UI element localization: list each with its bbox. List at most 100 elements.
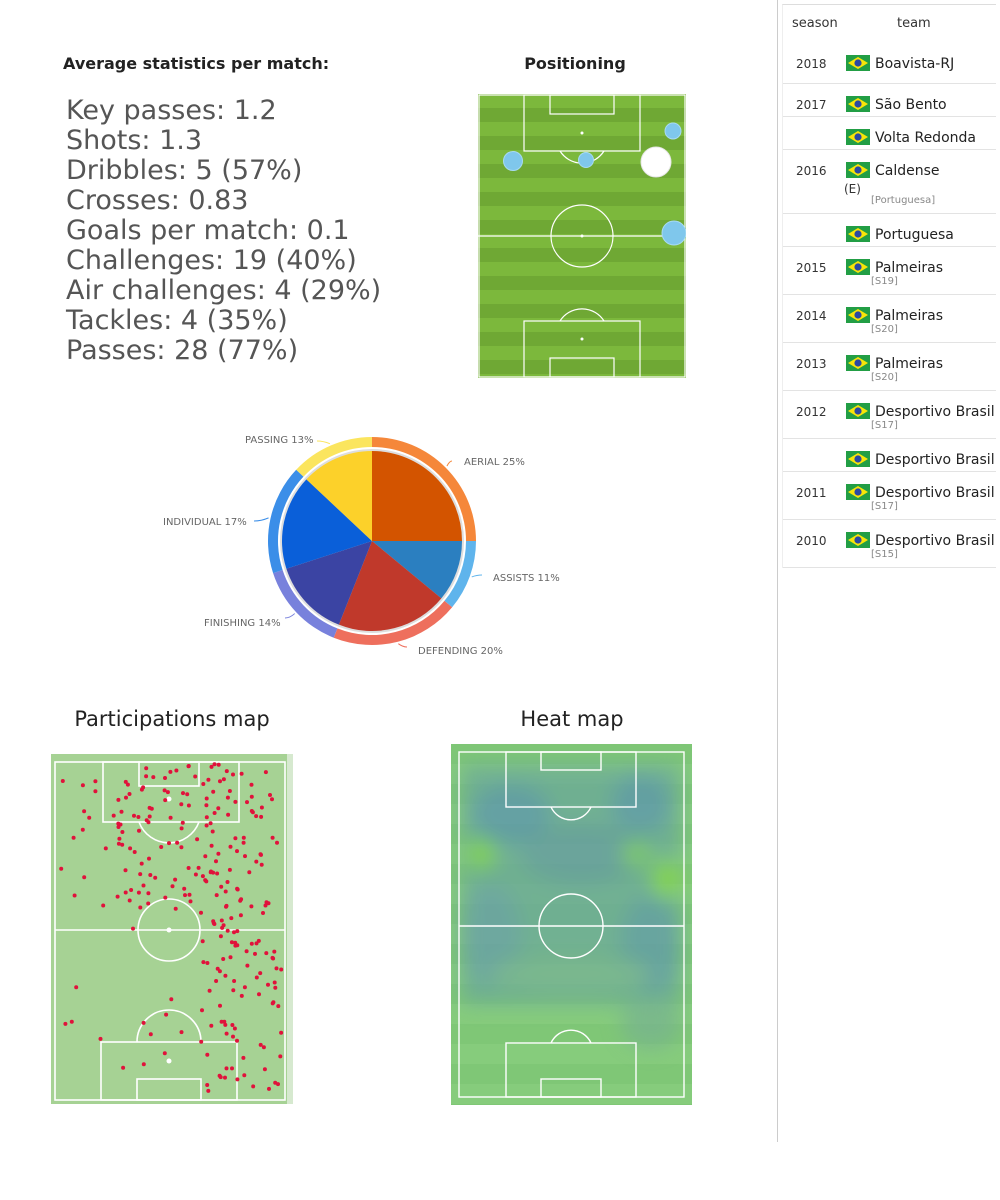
team-link[interactable]: Palmeiras (875, 356, 944, 372)
participation-dot (203, 854, 208, 859)
participation-dot (195, 837, 200, 842)
participation-dot (239, 897, 244, 902)
participation-dot (242, 985, 247, 990)
participation-dot (162, 1051, 167, 1056)
participation-dot (186, 803, 191, 808)
participation-dot (249, 782, 254, 787)
participation-dot (239, 771, 244, 776)
participation-dot (224, 1031, 229, 1036)
participation-dot (179, 845, 184, 850)
participation-dot (103, 846, 108, 851)
pie-label-connector (253, 517, 269, 522)
career-row[interactable]: Volta Redonda (783, 117, 996, 150)
pie-slice[interactable] (286, 541, 372, 625)
participation-dot (215, 871, 220, 876)
team-link[interactable]: Boavista-RJ (875, 56, 955, 72)
participation-dot (196, 865, 201, 870)
team-note: [S20] (871, 372, 898, 383)
career-table: season team 2018 Boavista-RJ 2017 São Bento… (782, 4, 996, 568)
team-link[interactable]: Desportivo Brasil (875, 452, 995, 468)
participation-dot (146, 901, 151, 906)
participation-dot (235, 929, 240, 934)
team-link[interactable]: Volta Redonda (875, 130, 976, 146)
career-row[interactable]: Portuguesa (783, 214, 996, 247)
row-extra: (E) (844, 182, 861, 196)
team-link[interactable]: Desportivo Brasil (875, 485, 995, 501)
participation-dot (115, 894, 120, 899)
participation-dot (120, 830, 125, 834)
pie-slice[interactable] (372, 541, 462, 599)
season-cell: 2010 (796, 534, 827, 548)
career-row[interactable]: 2012 Desportivo Brasil [S17] (783, 391, 996, 439)
participation-dot (221, 777, 226, 782)
career-row[interactable]: 2018 Boavista-RJ (783, 43, 996, 84)
participation-dot (261, 1045, 266, 1050)
participation-dot (219, 1019, 224, 1024)
brazil-flag-icon (846, 451, 870, 467)
participation-dot (180, 820, 185, 825)
participation-dot (72, 893, 77, 898)
participation-dot (186, 866, 191, 870)
pie-slice[interactable] (338, 541, 442, 631)
participation-dot (270, 835, 275, 840)
brazil-flag-icon (846, 403, 870, 419)
team-link[interactable]: Portuguesa (875, 227, 954, 243)
career-row[interactable]: 2016 Caldense (E) [Portuguesa] (783, 150, 996, 214)
pie-slice[interactable] (372, 451, 462, 541)
participation-dot (231, 1034, 235, 1039)
participation-dot (231, 988, 236, 993)
participation-dot (123, 868, 128, 873)
participation-dot (148, 1032, 153, 1037)
participation-dot (168, 769, 173, 774)
participation-dot (174, 768, 179, 773)
career-row[interactable]: Desportivo Brasil (783, 439, 996, 472)
participation-dot (224, 1066, 229, 1071)
participation-dot (181, 791, 185, 796)
season-cell: 2017 (796, 98, 827, 112)
participation-dot (258, 971, 263, 976)
career-row[interactable]: 2010 Desportivo Brasil [S15] (783, 520, 996, 568)
participation-dot (132, 813, 136, 818)
participation-dot (235, 1077, 240, 1082)
participation-dot (131, 926, 135, 931)
career-row[interactable]: 2017 São Bento (783, 84, 996, 117)
participation-dot (219, 884, 224, 889)
team-link[interactable]: Desportivo Brasil (875, 533, 995, 549)
career-row[interactable]: 2013 Palmeiras [S20] (783, 343, 996, 391)
participation-dot (179, 802, 184, 807)
participation-dot (147, 814, 152, 819)
pie-slice[interactable] (306, 451, 372, 541)
participation-dot (120, 842, 125, 847)
team-link[interactable]: Desportivo Brasil (875, 404, 995, 420)
career-row[interactable]: 2011 Desportivo Brasil [S17] (783, 472, 996, 520)
participation-dot (223, 889, 228, 894)
participation-dot (259, 805, 264, 810)
team-link[interactable]: Palmeiras (875, 260, 944, 276)
participation-dot (186, 764, 191, 769)
team-link[interactable]: Caldense (875, 163, 940, 179)
position-marker (664, 122, 682, 140)
participations-title: Participations map (74, 707, 270, 731)
participation-dot (164, 1012, 169, 1017)
participation-dot (229, 940, 234, 945)
participation-dot (211, 919, 216, 924)
team-header: team (897, 16, 931, 31)
participation-dot (141, 1062, 146, 1067)
participation-dot (101, 903, 106, 908)
pie-label: DEFENDING 20% (418, 646, 503, 657)
team-link[interactable]: Palmeiras (875, 308, 944, 324)
pie-label-connector (316, 440, 331, 445)
participation-dot (249, 904, 254, 909)
participation-dot (233, 799, 238, 804)
participation-dot (137, 828, 141, 833)
career-row[interactable]: 2015 Palmeiras [S19] (783, 247, 996, 295)
participation-dot (116, 841, 121, 846)
career-row[interactable]: 2014 Palmeiras [S20] (783, 295, 996, 343)
participation-dot (71, 835, 76, 840)
participation-dot (59, 866, 64, 871)
pie-slice[interactable] (282, 479, 372, 569)
team-link[interactable]: São Bento (875, 97, 947, 113)
participation-dot (199, 1039, 204, 1044)
participation-dot (146, 820, 151, 825)
participation-dot (270, 955, 275, 960)
